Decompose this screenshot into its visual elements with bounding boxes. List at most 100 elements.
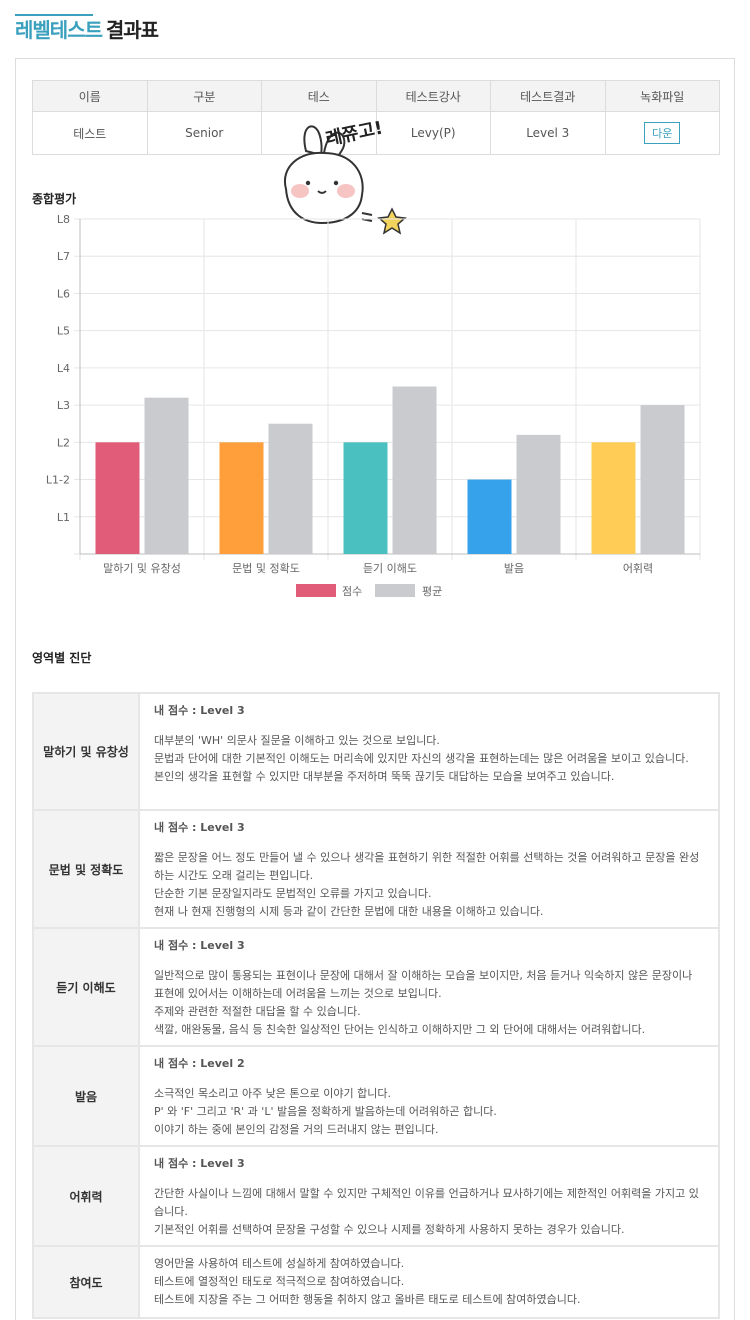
- diagnosis-line: 단순한 기본 문장일지라도 문법적인 오류를 가지고 있습니다.: [154, 887, 432, 900]
- score-value: Level 3: [200, 939, 245, 952]
- x-tick-label: 어휘력: [623, 562, 653, 575]
- diagnosis-score: 내 점수 : Level 3: [154, 702, 704, 720]
- header-name: 이름: [32, 80, 148, 112]
- legend-label-average: 평균: [422, 585, 442, 598]
- x-tick-label: 듣기 이해도: [363, 561, 417, 575]
- score-value: Level 3: [200, 821, 245, 834]
- score-prefix: 내 점수 :: [154, 1157, 197, 1170]
- cell-recording: 다운: [604, 111, 720, 155]
- diagnosis-table: 말하기 및 유창성 내 점수 : Level 3 대부분의 'WH' 의문사 질문을…: [32, 692, 720, 1319]
- diagnosis-content: 내 점수 : Level 3 간단한 사실이나 느낌에 대해서 말할 수 있지만 …: [138, 1145, 720, 1247]
- diagnosis-line: 일반적으로 많이 통용되는 표현이나 문장에 대해서 잘 이해하는 모습을 보이…: [154, 969, 693, 1000]
- x-tick-label: 문법 및 정확도: [232, 562, 300, 575]
- diagnosis-content: 내 점수 : Level 3 대부분의 'WH' 의문사 질문을 이해하고 있는 …: [138, 692, 720, 811]
- y-tick-label: L7: [57, 250, 70, 263]
- legend-swatch-average: [375, 584, 415, 597]
- header-teacher: 테스트강사: [375, 80, 491, 112]
- diagnosis-line: 색깔, 애완동물, 음식 등 친숙한 일상적인 단어는 인식하고 이해하지만 그…: [154, 1023, 646, 1036]
- title-underline: [15, 14, 93, 16]
- y-tick-label: L8: [57, 213, 70, 226]
- diagnosis-area: 발음: [32, 1045, 140, 1147]
- bar-average: [268, 423, 313, 554]
- score-prefix: 내 점수 :: [154, 1057, 197, 1070]
- y-tick-label: L6: [57, 287, 70, 300]
- y-tick-label: L5: [57, 325, 70, 338]
- diagnosis-area: 참여도: [32, 1245, 140, 1319]
- diagnosis-row: 듣기 이해도 내 점수 : Level 3 일반적으로 많이 통용되는 표현이나 문…: [32, 927, 720, 1047]
- diagnosis-line: 문법과 단어에 대한 기본적인 이해도는 머리속에 있지만 자신의 생각을 표현…: [154, 752, 689, 765]
- diagnosis-line: 이야기 하는 중에 본인의 감정을 거의 드러내지 않는 편입니다.: [154, 1123, 439, 1136]
- download-button[interactable]: 다운: [644, 122, 681, 144]
- star-icon: [377, 207, 407, 235]
- bar-score: [95, 442, 140, 554]
- header-result: 테스트결과: [490, 80, 606, 112]
- diagnosis-line: 테스트에 지장을 주는 그 어떠한 행동을 취하지 않고 올바른 태도로 테스트…: [154, 1293, 581, 1306]
- diagnosis-row: 참여도 영어만을 사용하여 테스트에 성실하게 참여하였습니다. 테스트에 열정적인…: [32, 1245, 720, 1319]
- x-tick-label: 발음: [504, 562, 524, 575]
- score-value: Level 3: [200, 704, 245, 717]
- diagnosis-line: P' 와 'F' 그리고 'R' 과 'L' 발음을 정확하게 발음하는데 어려…: [154, 1105, 497, 1118]
- bar-average: [516, 434, 561, 554]
- cell-category: Senior: [146, 111, 262, 155]
- diagnosis-content: 내 점수 : Level 3 짧은 문장을 어느 정도 만들어 낼 수 있으나 생…: [138, 809, 720, 929]
- info-table: 이름 구분 테스 테스트강사 테스트결과 녹화파일 테스트 Senior Lev…: [32, 80, 720, 155]
- score-value: Level 3: [200, 1157, 245, 1170]
- diagnosis-score: 내 점수 : Level 2: [154, 1055, 704, 1073]
- bunny-icon: [283, 125, 373, 225]
- diagnosis-line: 간단한 사실이나 느낌에 대해서 말할 수 있지만 구체적인 이유를 언급하거나…: [154, 1187, 699, 1218]
- score-value: Level 2: [200, 1057, 245, 1070]
- bar-average: [392, 386, 437, 554]
- diagnosis-row: 어휘력 내 점수 : Level 3 간단한 사실이나 느낌에 대해서 말할 수 있…: [32, 1145, 720, 1247]
- header-date: 테스: [261, 80, 377, 112]
- score-prefix: 내 점수 :: [154, 704, 197, 717]
- score-prefix: 내 점수 :: [154, 939, 197, 952]
- bar-score: [343, 442, 388, 554]
- diagnosis-line: 영어만을 사용하여 테스트에 성실하게 참여하였습니다.: [154, 1257, 405, 1270]
- y-tick-label: L3: [57, 399, 70, 412]
- cell-name: 테스트: [32, 111, 148, 155]
- bar-score: [467, 479, 512, 554]
- y-tick-label: L1-2: [46, 474, 70, 487]
- diagnosis-score: 내 점수 : Level 3: [154, 937, 704, 955]
- diagnosis-score: 내 점수 : Level 3: [154, 1155, 704, 1173]
- page-title-highlight: 레벨테스트: [15, 18, 103, 42]
- diagnosis-area: 말하기 및 유창성: [32, 692, 140, 811]
- info-table-header-row: 이름 구분 테스 테스트강사 테스트결과 녹화파일: [32, 80, 720, 112]
- bunny-sticker: 레쮸고!: [283, 119, 407, 235]
- cell-teacher: Levy(P): [375, 111, 491, 155]
- diagnosis-line: 본인의 생각을 표현할 수 있지만 대부분을 주저하며 뚝뚝 끊기듯 대답하는 …: [154, 770, 615, 783]
- y-tick-label: L1: [57, 511, 70, 524]
- result-card: 이름 구분 테스 테스트강사 테스트결과 녹화파일 테스트 Senior Lev…: [15, 58, 735, 1320]
- diagnosis-area: 문법 및 정확도: [32, 809, 140, 929]
- y-tick-label: L4: [57, 362, 70, 375]
- diagnosis-line: 테스트에 열정적인 태도로 적극적으로 참여하였습니다.: [154, 1275, 405, 1288]
- diagnosis-label: 영역별 진단: [32, 651, 92, 665]
- diagnosis-row: 말하기 및 유창성 내 점수 : Level 3 대부분의 'WH' 의문사 질문을…: [32, 692, 720, 811]
- diagnosis-line: 소극적인 목소리고 아주 낮은 톤으로 이야기 합니다.: [154, 1087, 391, 1100]
- diagnosis-content: 내 점수 : Level 2 소극적인 목소리고 아주 낮은 톤으로 이야기 합니…: [138, 1045, 720, 1147]
- diagnosis-line: 대부분의 'WH' 의문사 질문을 이해하고 있는 것으로 보입니다.: [154, 734, 440, 747]
- bar-score: [219, 442, 264, 554]
- diagnosis-area: 듣기 이해도: [32, 927, 140, 1047]
- legend-label-score: 점수: [342, 585, 362, 598]
- x-tick-label: 말하기 및 유창성: [103, 561, 181, 575]
- header-category: 구분: [146, 80, 262, 112]
- y-tick-label: L2: [57, 436, 70, 449]
- diagnosis-line: 짧은 문장을 어느 정도 만들어 낼 수 있으나 생각을 표현하기 위한 적절한…: [154, 851, 700, 882]
- overall-chart: L1 L1-2 L2 L3 L4 L5 L6 L7 L8 말하기 및 유창성 문법 및 정확도 듣기 …: [46, 213, 701, 598]
- diagnosis-row: 문법 및 정확도 내 점수 : Level 3 짧은 문장을 어느 정도 만들어 낼…: [32, 809, 720, 929]
- score-prefix: 내 점수 :: [154, 821, 197, 834]
- diagnosis-content: 영어만을 사용하여 테스트에 성실하게 참여하였습니다. 테스트에 열정적인 태도…: [138, 1245, 720, 1319]
- bar-average: [640, 405, 685, 554]
- diagnosis-line: 현재 나 현재 진행형의 시제 등과 같이 간단한 문법에 대한 내용을 이해하…: [154, 905, 544, 918]
- header-recording: 녹화파일: [604, 80, 720, 112]
- sticker-text: 레쮸고!: [324, 119, 385, 150]
- legend-swatch-score: [296, 584, 336, 597]
- diagnosis-row: 발음 내 점수 : Level 2 소극적인 목소리고 아주 낮은 톤으로 이야기 …: [32, 1045, 720, 1147]
- diagnosis-line: 주제와 관련한 적절한 대답을 할 수 있습니다.: [154, 1005, 361, 1018]
- page-title-main: 결과표: [105, 18, 159, 42]
- cell-result: Level 3: [490, 111, 606, 155]
- diagnosis-score: 내 점수 : Level 3: [154, 819, 704, 837]
- overall-label: 종합평가: [32, 192, 77, 206]
- diagnosis-content: 내 점수 : Level 3 일반적으로 많이 통용되는 표현이나 문장에 대해서…: [138, 927, 720, 1047]
